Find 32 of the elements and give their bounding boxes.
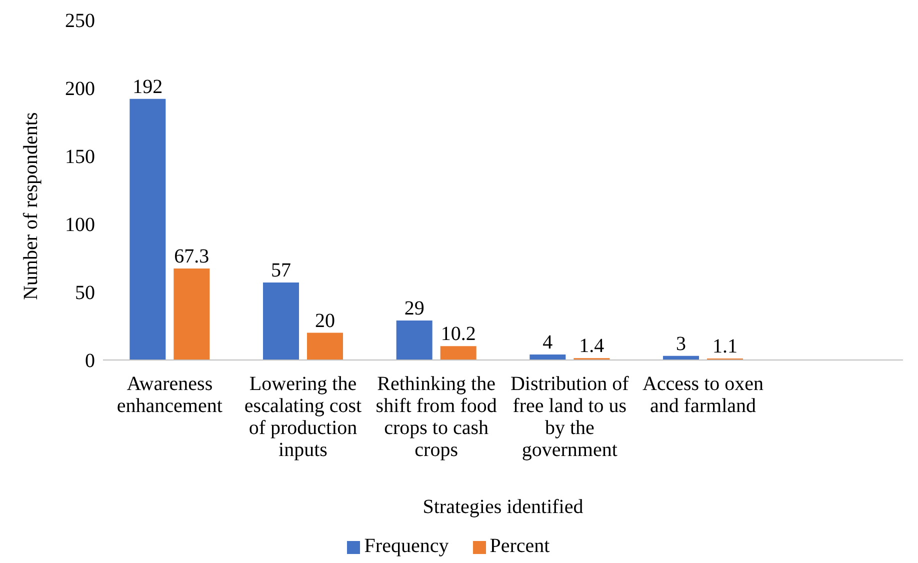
legend-label: Frequency xyxy=(364,535,449,557)
bar xyxy=(174,268,210,360)
y-tick-label: 200 xyxy=(65,78,95,100)
y-tick-label: 150 xyxy=(65,146,95,168)
data-label: 1.1 xyxy=(712,336,738,358)
y-tick-label: 50 xyxy=(75,282,95,304)
data-label: 57 xyxy=(271,259,291,282)
x-tick-label: Lowering the escalating cost of production inputs xyxy=(244,373,362,461)
data-label: 67.3 xyxy=(174,245,210,268)
data-label: 192 xyxy=(132,76,163,98)
data-label: 3 xyxy=(676,332,686,355)
x-axis-title: Strategies identified xyxy=(422,496,584,518)
data-label: 10.2 xyxy=(440,323,476,346)
x-tick-label: Rethinking the shift from food crops to cash crops xyxy=(376,373,497,461)
data-label: 4 xyxy=(542,332,553,354)
x-tick-label: Awareness enhancement xyxy=(116,373,223,417)
y-tick-label: 100 xyxy=(65,214,95,236)
x-tick-label: Access to oxen and farmland xyxy=(642,373,764,417)
data-label: 1.4 xyxy=(579,335,604,358)
bar xyxy=(440,346,476,360)
y-axis-title: Number of respondents xyxy=(20,112,42,300)
y-tick-label: 0 xyxy=(85,350,95,372)
bar xyxy=(530,354,566,360)
y-tick-label: 250 xyxy=(65,10,95,32)
bar xyxy=(307,332,343,360)
bar xyxy=(396,320,432,360)
legend-label: Percent xyxy=(490,535,550,557)
data-label: 20 xyxy=(315,310,335,332)
x-tick-label: Distribution of free land to us by the government xyxy=(510,373,630,461)
bar xyxy=(130,98,166,360)
bar xyxy=(263,282,299,360)
data-label: 29 xyxy=(404,298,424,320)
